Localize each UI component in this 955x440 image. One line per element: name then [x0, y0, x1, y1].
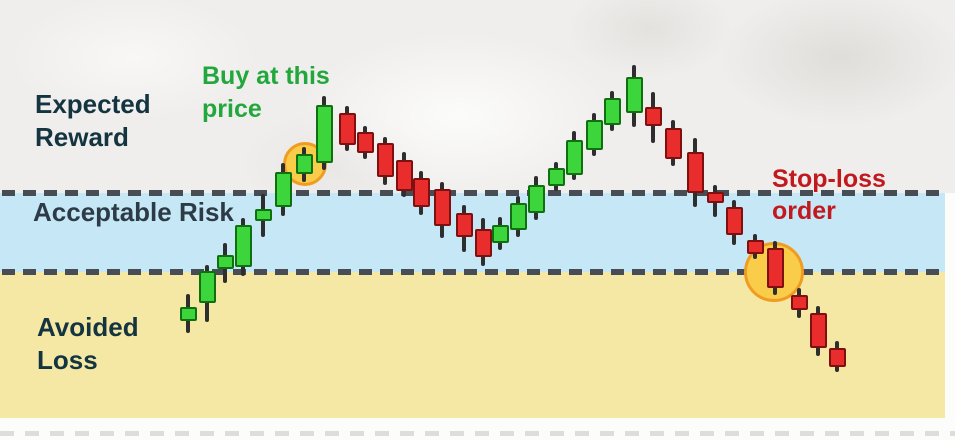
- candle-body: [234, 225, 252, 267]
- candle-body: [664, 128, 682, 159]
- buy-annotation-label: Buy at this price: [202, 62, 330, 123]
- candle-body: [216, 255, 234, 269]
- candle-body: [625, 77, 643, 113]
- candle-body: [254, 209, 272, 221]
- candle-body: [198, 271, 216, 303]
- candle-body: [412, 178, 430, 207]
- upper-boundary-dashed-line: [2, 190, 945, 196]
- candle-body: [455, 213, 473, 237]
- candle-body: [790, 295, 808, 310]
- candle-body: [565, 140, 583, 175]
- candle-body: [491, 225, 509, 243]
- acceptable-risk-label: Acceptable Risk: [33, 197, 234, 227]
- candle-body: [315, 105, 333, 163]
- candle-body: [509, 203, 527, 230]
- stop-loss-annotation-label: Stop-loss order: [772, 165, 886, 225]
- candle-body: [828, 348, 846, 367]
- candle-body: [725, 207, 743, 235]
- candle-body: [547, 168, 565, 186]
- candle-body: [585, 120, 603, 150]
- candle-body: [766, 248, 784, 288]
- candle-body: [644, 107, 662, 126]
- candle-body: [527, 185, 545, 213]
- candle-body: [706, 192, 724, 203]
- candle-body: [433, 189, 451, 226]
- avoided-loss-label: Avoided Loss: [37, 312, 139, 375]
- candle-body: [809, 313, 827, 348]
- candle-body: [338, 113, 356, 145]
- bottom-edge-dashes: [0, 431, 955, 436]
- expected-reward-label: Expected Reward: [35, 89, 151, 152]
- lower-boundary-dashed-line: [2, 269, 945, 275]
- candle-body: [274, 172, 292, 207]
- candle-body: [295, 154, 313, 174]
- candle-body: [179, 307, 197, 321]
- candle-body: [746, 240, 764, 254]
- candle-body: [474, 229, 492, 257]
- candle-body: [376, 143, 394, 177]
- candle-body: [603, 98, 621, 125]
- candle-body: [686, 152, 704, 193]
- world-map-background: [0, 0, 955, 193]
- candle-body: [395, 160, 413, 191]
- candle-body: [356, 132, 374, 153]
